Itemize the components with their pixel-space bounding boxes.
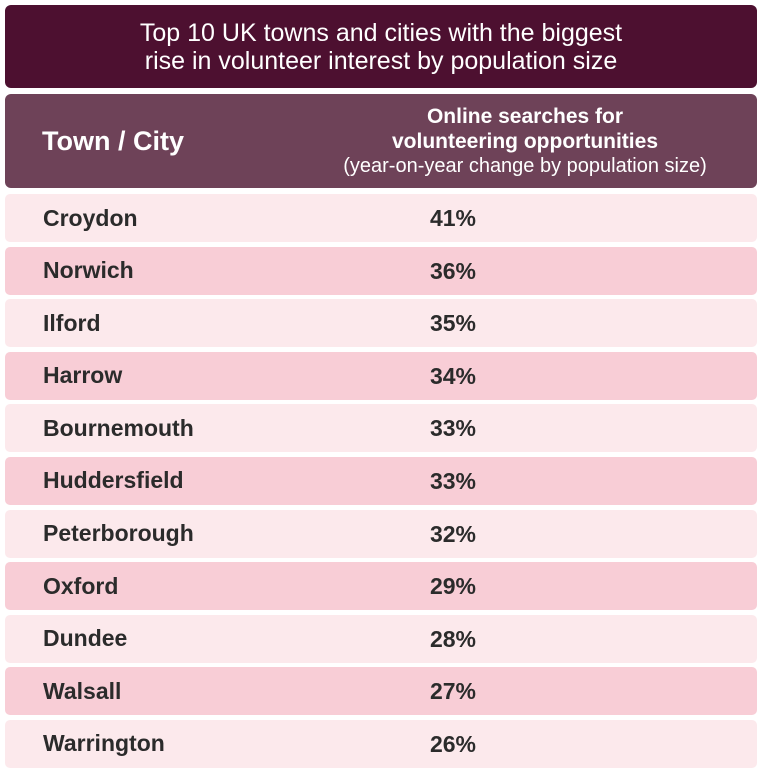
chart-title: Top 10 UK towns and cities with the bigg… [5,5,757,88]
cell-city: Huddersfield [43,467,184,494]
chart-title-line-1: Top 10 UK towns and cities with the bigg… [139,18,623,47]
cell-value: 26% [429,730,477,757]
table-row: Oxford 29% [5,562,757,611]
cell-value: 32% [429,520,477,547]
cell-value: 33% [429,415,477,442]
table-row: Huddersfield 33% [5,456,757,505]
table-header: Town / City Online searches for voluntee… [5,94,757,188]
cell-city: Oxford [43,572,119,599]
cell-city: Bournemouth [43,414,194,441]
table-row: Walsall 27% [5,667,757,716]
cell-value: 27% [429,678,477,705]
cell-city: Walsall [43,677,122,704]
cell-city: Harrow [43,362,123,389]
table-row: Warrington 26% [5,719,757,768]
column-header-searches: Online searches for volunteering opportu… [305,104,745,179]
cell-value: 34% [429,362,477,389]
table-row: Peterborough 32% [5,509,757,558]
cell-city: Ilford [43,309,101,336]
table-row: Croydon 41% [5,194,757,242]
cell-value: 33% [429,467,477,494]
column-header-searches-line-1: Online searches for [426,105,624,128]
cell-value: 41% [429,205,477,231]
table-row: Ilford 35% [5,299,757,348]
table-row: Bournemouth 33% [5,404,757,453]
cell-city: Warrington [43,730,165,757]
table-row: Norwich 36% [5,246,757,295]
cell-value: 29% [429,573,477,600]
cell-value: 35% [429,310,477,337]
cell-city: Croydon [43,204,138,231]
cell-value: 36% [429,257,477,284]
chart-title-line-2: rise in volunteer interest by population… [144,46,618,75]
table-row: Harrow 34% [5,351,757,400]
column-header-searches-line-3: (year-on-year change by population size) [343,155,707,177]
column-header-town-city: Town / City [42,125,184,156]
column-header-searches-line-2: volunteering opportunities [392,130,658,153]
table-row: Dundee 28% [5,614,757,663]
cell-city: Norwich [43,257,134,284]
cell-city: Peterborough [43,520,194,547]
cell-value: 28% [429,625,477,652]
table-body: Croydon 41% Norwich 36% Ilford 35% Harrow 34% Bo… [5,194,757,773]
cell-city: Dundee [43,625,128,652]
